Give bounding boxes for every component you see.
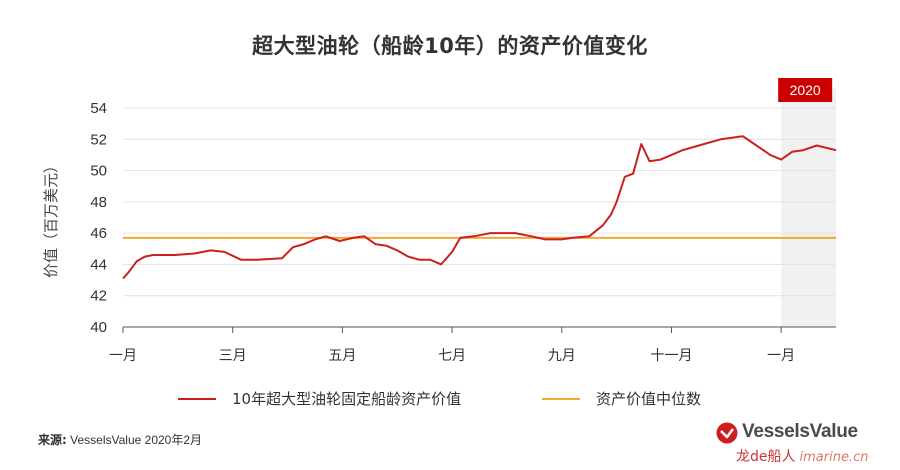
y-tick-label: 52 [90, 131, 107, 148]
y-tick-label: 42 [90, 288, 107, 305]
y-tick-label: 48 [90, 194, 107, 211]
x-tick-label: 一月 [767, 348, 795, 364]
legend-label-median: 资产价值中位数 [596, 390, 702, 408]
vesselsvalue-logo: VesselsValue 龙de船人 imarine.cn [716, 418, 886, 466]
y-tick-label: 40 [90, 319, 107, 336]
x-tick-label: 七月 [438, 348, 466, 364]
source-label: 来源: [38, 433, 67, 447]
legend-swatch-value [178, 397, 216, 400]
logo-brand-text: VesselsValue [742, 421, 858, 442]
source-note: 来源: VesselsValue 2020年2月 [38, 431, 202, 448]
watermark-cn: 龙de船人 [736, 449, 796, 465]
x-tick-label: 一月 [109, 348, 137, 364]
year-badge-label: 2020 [790, 82, 821, 98]
legend: 10年超大型油轮固定船龄资产价值 资产价值中位数 [0, 388, 900, 412]
watermark-url: imarine.cn [799, 450, 869, 465]
year-badge [778, 78, 833, 102]
y-tick-label: 44 [90, 256, 107, 273]
x-tick-label: 十一月 [650, 348, 692, 364]
legend-label-value: 10年超大型油轮固定船龄资产价值 [232, 390, 462, 408]
highlight-band-2020 [781, 88, 836, 327]
chart-title: 超大型油轮（船龄10年）的资产价值变化 [252, 34, 648, 58]
y-tick-label: 54 [90, 100, 107, 117]
legend-item-value: 10年超大型油轮固定船龄资产价值 [178, 388, 461, 409]
x-tick-label: 五月 [328, 348, 356, 364]
y-tick-label: 46 [90, 225, 107, 242]
source-text: VesselsValue 2020年2月 [70, 433, 203, 447]
y-axis-label: 价值（百万美元） [42, 158, 60, 278]
legend-swatch-median [542, 397, 580, 400]
legend-item-median: 资产价值中位数 [542, 388, 701, 409]
watermark: 龙de船人 imarine.cn [736, 446, 868, 466]
series-line-value [122, 135, 837, 280]
y-tick-label: 50 [90, 163, 107, 180]
x-tick-label: 九月 [548, 348, 576, 364]
x-tick-label: 三月 [219, 348, 247, 364]
vesselsvalue-logo-icon [716, 422, 738, 444]
